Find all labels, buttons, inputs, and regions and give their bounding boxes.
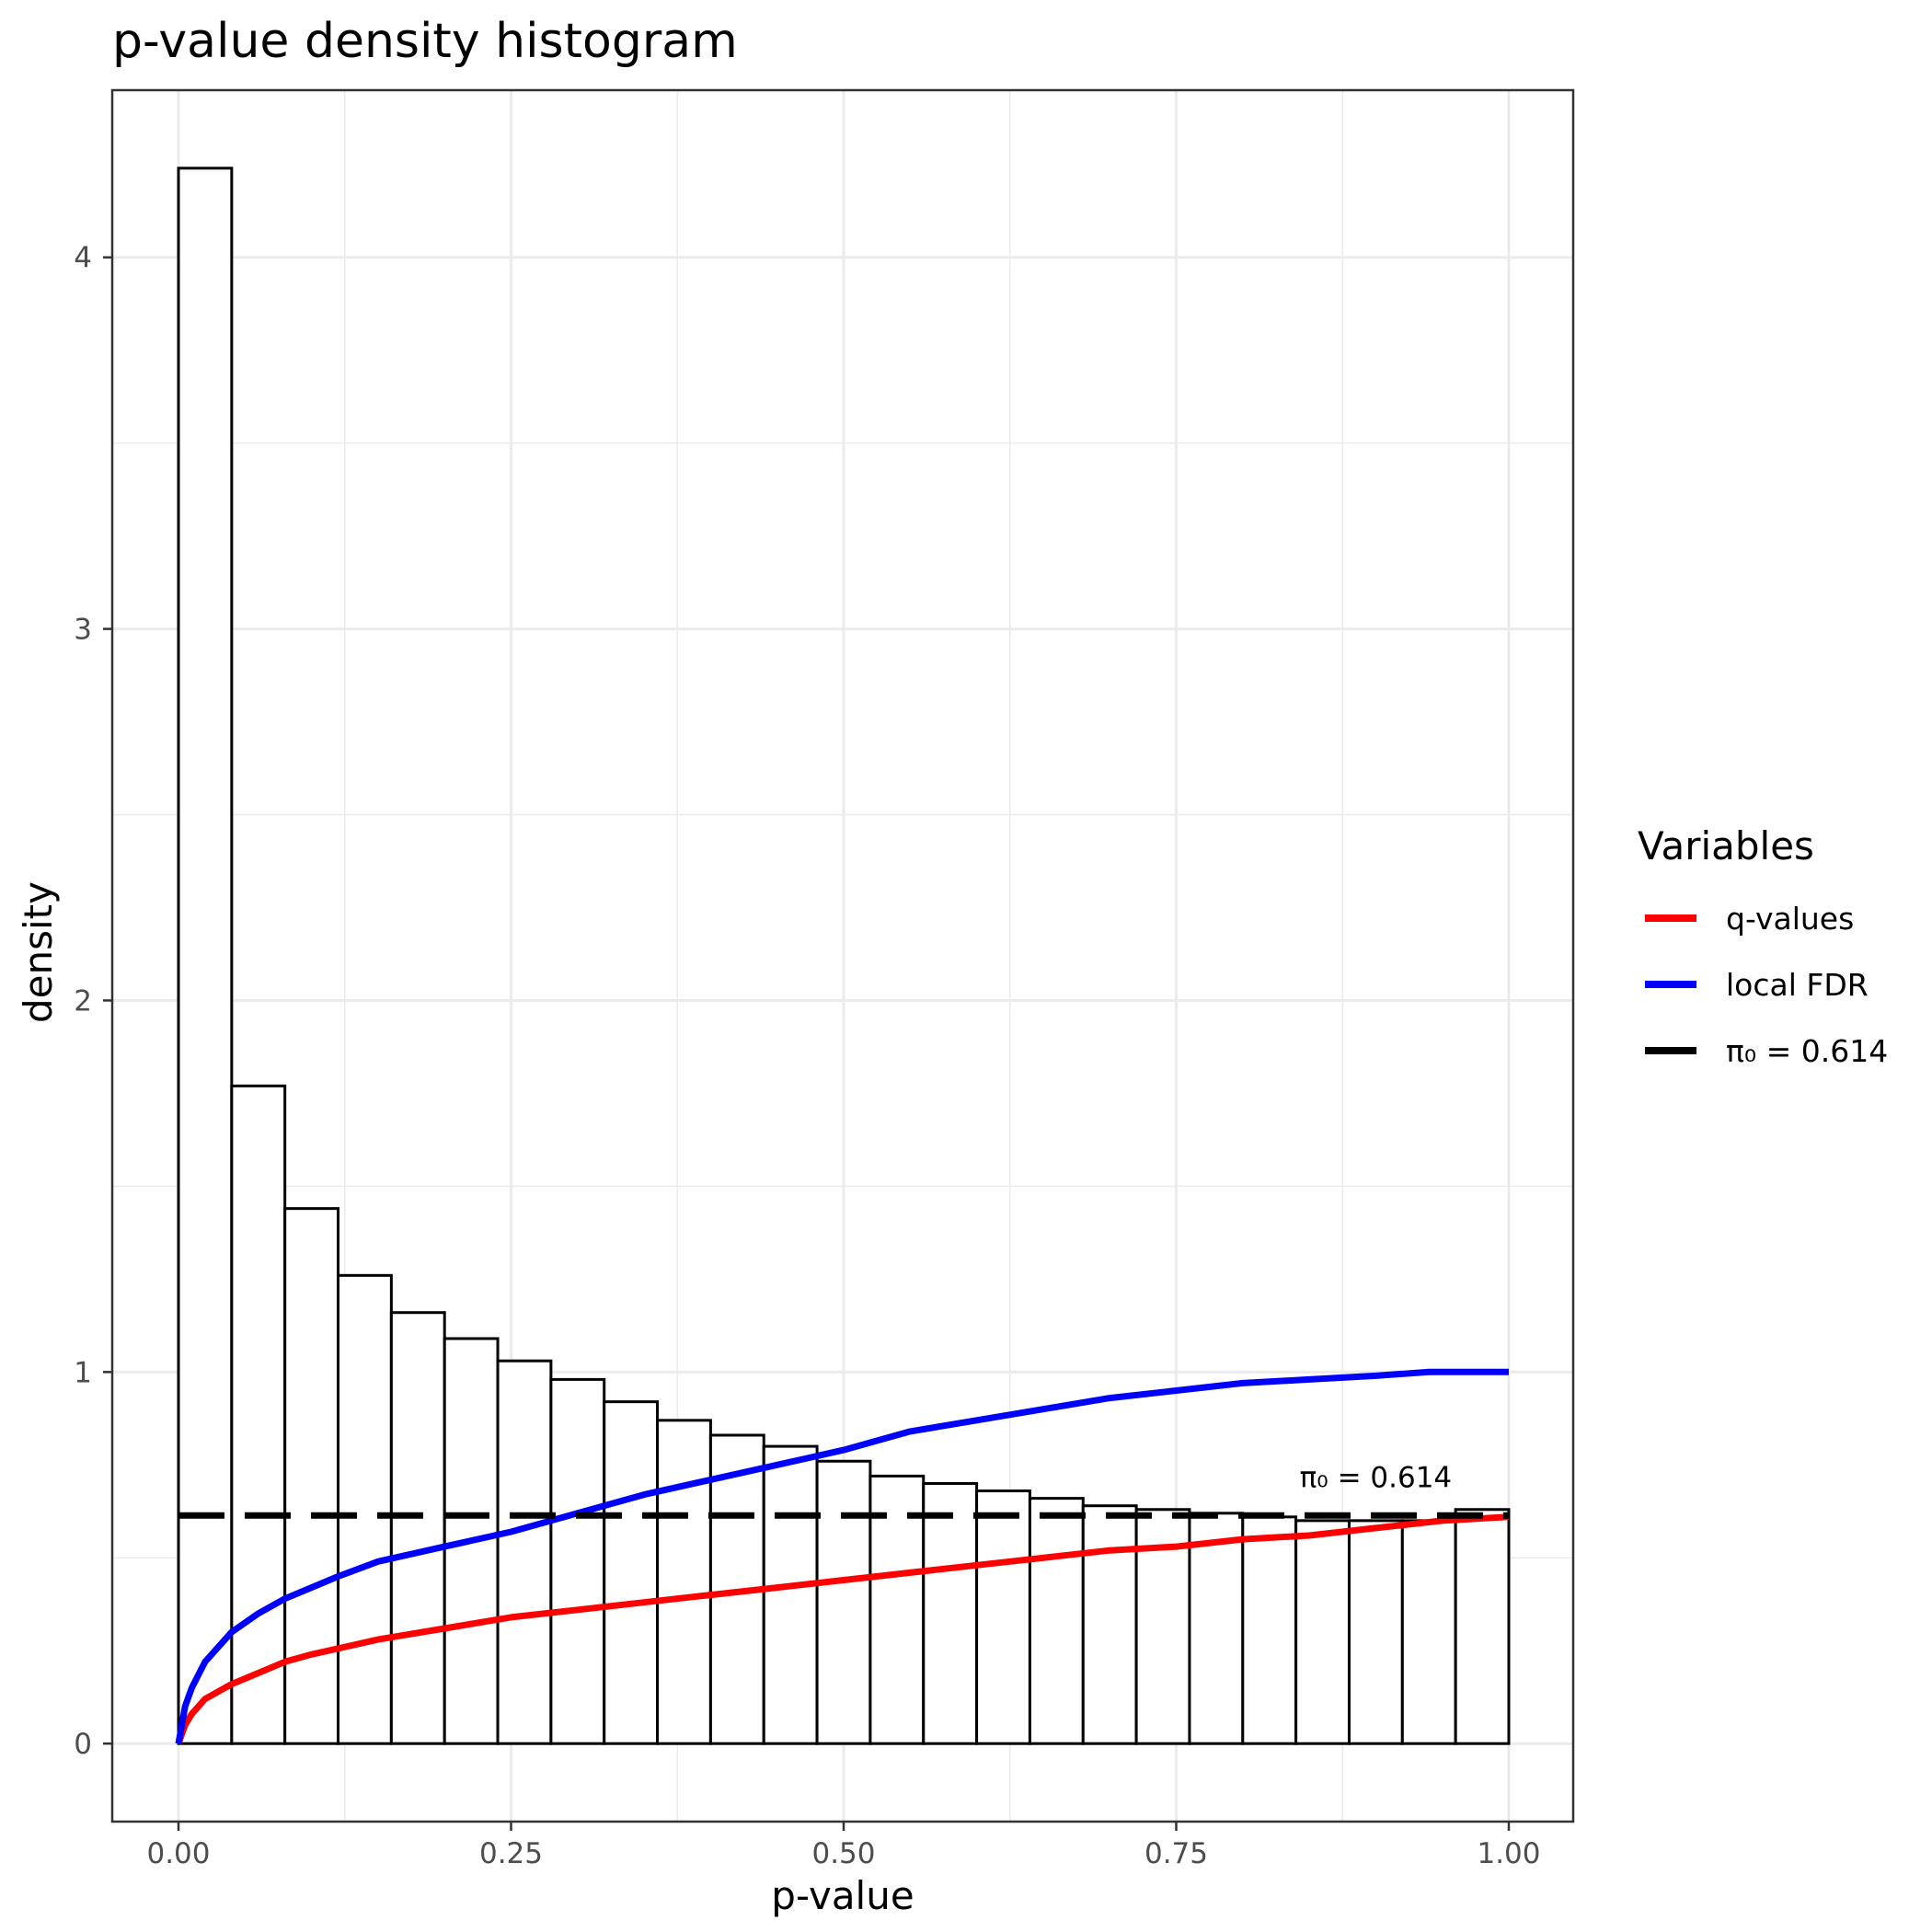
y-tick-label: 4	[74, 242, 92, 275]
legend-label: π₀ = 0.614	[1726, 1033, 1888, 1069]
x-tick-label: 0.00	[146, 1837, 210, 1870]
histogram-bar	[283, 1207, 340, 1745]
histogram-bar	[603, 1400, 660, 1745]
y-tick-label: 0	[74, 1728, 92, 1761]
histogram-bar	[815, 1459, 872, 1745]
series-line-q-values	[175, 1513, 1510, 1745]
legend: Variables q-values local FDR π₀ = 0.614	[1638, 823, 1888, 1069]
histogram-bar	[496, 1359, 553, 1745]
x-tick-label: 0.50	[811, 1837, 875, 1870]
y-tick-label: 3	[74, 614, 92, 647]
histogram-bar	[389, 1311, 446, 1745]
histogram-bar	[762, 1444, 819, 1745]
histogram-bar	[1400, 1519, 1457, 1745]
histogram-bar	[1188, 1512, 1245, 1745]
legend-label: local FDR	[1726, 967, 1869, 1003]
histogram-bar	[1081, 1504, 1138, 1745]
legend-label: q-values	[1726, 901, 1854, 937]
y-tick-label: 1	[74, 1356, 92, 1389]
series-lines	[175, 1368, 1510, 1745]
histogram-bars	[177, 167, 1511, 1745]
annotation-text: π₀ = 0.614	[1300, 1462, 1453, 1495]
x-axis-title: p-value	[771, 1873, 914, 1918]
y-axis-title: density	[16, 881, 61, 1023]
histogram-bar	[549, 1377, 606, 1745]
x-tick-label: 0.25	[479, 1837, 543, 1870]
histogram-bar	[656, 1419, 712, 1745]
histogram-bar	[177, 167, 234, 1745]
histogram-bar	[1294, 1519, 1351, 1745]
axes: 0.00 0.25 0.50 0.75 1.00 0 1 2 3 4	[74, 88, 1575, 1870]
histogram-bar	[1028, 1497, 1085, 1745]
legend-title: Variables	[1638, 823, 1814, 868]
x-tick-label: 0.75	[1144, 1837, 1208, 1870]
plot-area: π₀ = 0.614	[112, 90, 1573, 1822]
series-line-local-fdr	[175, 1368, 1509, 1744]
histogram-bar	[975, 1489, 1031, 1745]
histogram-bar	[1347, 1519, 1404, 1745]
histogram-bar	[337, 1273, 393, 1745]
histogram-bar	[922, 1481, 979, 1745]
histogram-bar	[1241, 1515, 1298, 1745]
chart-title: p-value density histogram	[112, 14, 738, 69]
y-tick-label: 2	[74, 984, 92, 1018]
histogram-bar	[230, 1084, 287, 1745]
histogram-bar	[1454, 1508, 1511, 1745]
x-tick-label: 1.00	[1477, 1837, 1540, 1870]
histogram-bar	[443, 1337, 500, 1745]
histogram-bar	[868, 1474, 926, 1745]
